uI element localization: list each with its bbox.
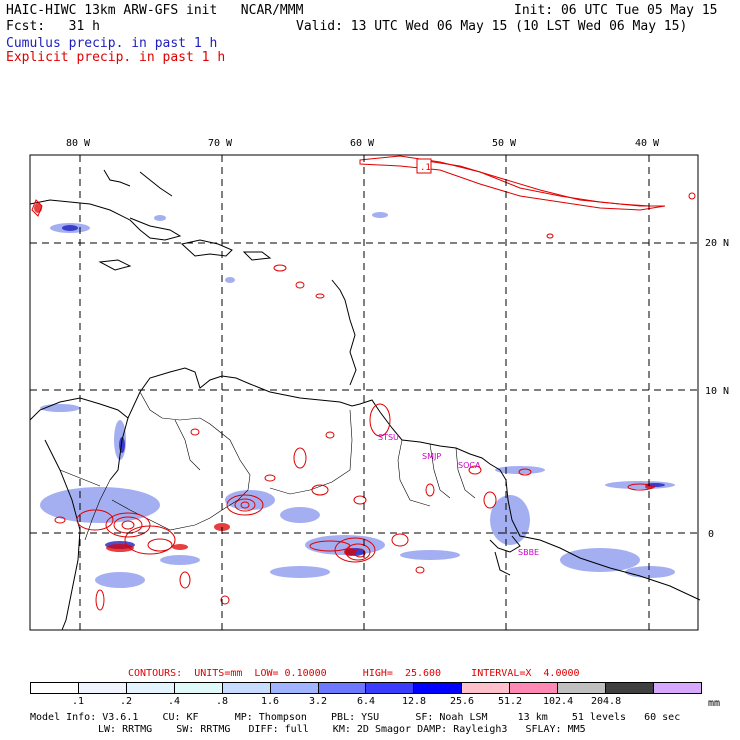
- valid-time: Valid: 13 UTC Wed 06 May 15 (10 LST Wed …: [296, 19, 688, 34]
- contour-marker-label: .1: [420, 163, 431, 173]
- colorbar-tick-label: 25.6: [450, 696, 475, 707]
- colorbar-swatch: [461, 683, 510, 693]
- latitude-labels: 20 N 10 N 0: [705, 238, 729, 540]
- colorbar-tick-label: .4: [168, 696, 181, 707]
- colorbar-tick-label: 1.6: [261, 696, 280, 707]
- lon-label-80w: 80 W: [66, 138, 91, 149]
- colorbar-swatch: [365, 683, 414, 693]
- colorbar-tick-label: .8: [216, 696, 229, 707]
- colorbar-swatch: [605, 683, 653, 693]
- station-label: SBBE: [518, 548, 539, 557]
- colorbar-tick-label: 204.8: [591, 696, 622, 707]
- colorbar-swatch: [269, 683, 318, 693]
- model-title: HAIC-HIWC 13km ARW-GFS init NCAR/MMM: [6, 3, 304, 18]
- colorbar-swatch: [652, 683, 701, 693]
- colorbar-tick-label: 51.2: [498, 696, 523, 707]
- colorbar-swatch: [77, 683, 126, 693]
- colorbar-ticks: .1 .2 .4 .8 1.6 3.2 6.4 12.8 25.6 51.2 102.4 204.8: [30, 696, 702, 708]
- colorbar-swatch: [173, 683, 222, 693]
- lon-label-50w: 50 W: [492, 138, 517, 149]
- longitude-labels: 80 W 70 W 60 W 50 W 40 W: [66, 138, 660, 149]
- colorbar-swatch: [557, 683, 606, 693]
- lon-label-70w: 70 W: [208, 138, 233, 149]
- lon-label-40w: 40 W: [635, 138, 660, 149]
- lat-label-0: 0: [708, 529, 714, 540]
- colorbar-tick-label: 6.4: [357, 696, 376, 707]
- coastlines: [29, 169, 701, 631]
- lon-label-60w: 60 W: [350, 138, 375, 149]
- explicit-label: Explicit precip. in past 1 h: [6, 50, 226, 65]
- colorbar-swatch: [221, 683, 270, 693]
- station-label: SOCA: [458, 461, 481, 470]
- colorbar-swatch: [31, 683, 78, 693]
- model-info-line2: LW: RRTMG SW: RRTMG DIFF: full KM: 2D Sm…: [98, 724, 586, 735]
- contour-marker-box: [416, 158, 432, 174]
- graticule: [30, 155, 698, 630]
- precip-colorbar: [30, 682, 702, 694]
- station-label: STSU: [378, 433, 399, 442]
- lat-label-20n: 20 N: [705, 238, 729, 249]
- station-label: SMJP: [422, 452, 441, 461]
- lat-label-10n: 10 N: [705, 386, 729, 397]
- colorbar-swatch: [125, 683, 174, 693]
- colorbar-tick-label: .2: [120, 696, 133, 707]
- colorbar-tick-label: 12.8: [402, 696, 427, 707]
- colorbar-swatch: [509, 683, 558, 693]
- colorbar-tick-label: 3.2: [309, 696, 328, 707]
- init-time: Init: 06 UTC Tue 05 May 15: [514, 3, 718, 18]
- contours-info: CONTOURS: UNITS=mm LOW= 0.10000 HIGH= 25…: [128, 668, 580, 679]
- colorbar-swatch: [413, 683, 462, 693]
- colorbar-swatch: [317, 683, 366, 693]
- colorbar-tick-label: .1: [72, 696, 85, 707]
- station-labels: STSU SMJP SOCA SBBE: [378, 433, 539, 557]
- colorbar-tick-label: 102.4: [543, 696, 574, 707]
- model-info-line1: Model Info: V3.6.1 CU: KF MP: Thompson P…: [30, 712, 681, 723]
- forecast-hour: Fcst: 31 h: [6, 19, 100, 34]
- cumulus-label: Cumulus precip. in past 1 h: [6, 36, 218, 51]
- colorbar-unit: mm: [708, 698, 721, 709]
